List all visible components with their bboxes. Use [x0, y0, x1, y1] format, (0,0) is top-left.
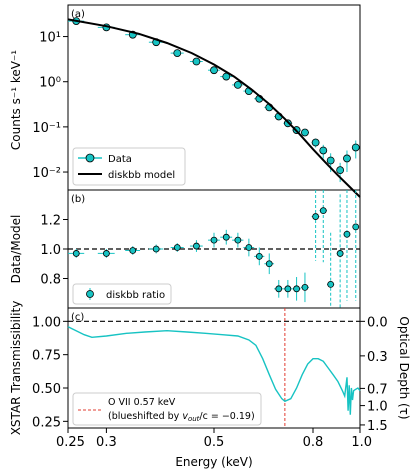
x-tick-label: 0.3 — [96, 435, 117, 450]
panel-c-legend: O VII 0.57 keV (blueshifted by vout/c = … — [72, 392, 262, 426]
panel-b-ylabel: Data/Model — [9, 215, 23, 284]
data-point — [301, 128, 309, 137]
ratio-point — [275, 285, 283, 293]
ratio-point — [352, 223, 360, 231]
panel-c-ytick-label: 1.00 — [32, 315, 61, 330]
ratio-point — [255, 252, 263, 260]
x-tick-label: 0.8 — [303, 435, 324, 450]
ratio-point — [234, 236, 242, 244]
data-point — [336, 166, 345, 175]
x-tick-label: 1.0 — [351, 435, 372, 450]
x-axis-label: Energy (keV) — [175, 455, 252, 469]
ratio-point — [222, 233, 230, 241]
data-point — [173, 49, 182, 58]
data-point — [233, 81, 242, 89]
panel-c-legend-box — [72, 392, 262, 426]
data-point — [222, 72, 231, 81]
panel-b-legend: diskbb ratio — [72, 283, 172, 305]
ratio-point — [210, 236, 218, 244]
ratio-point — [129, 247, 137, 254]
legend-ratio-label: diskbb ratio — [106, 290, 165, 301]
panel-a-y-ticks: 10¹ 10⁰ 10⁻¹ 10⁻² — [32, 31, 68, 181]
panel-a-ytick-label: 10⁰ — [39, 76, 61, 91]
data-point — [192, 57, 201, 66]
panel-c-right-tick-label: 0.3 — [367, 350, 388, 365]
panel-b-ytick-label: 1.0 — [40, 243, 61, 258]
ratio-point — [72, 250, 80, 257]
data-point — [343, 154, 351, 163]
x-tick-label: 0.5 — [204, 435, 225, 450]
ratio-point — [301, 283, 309, 291]
panel-a-legend: Data diskbb model — [72, 147, 186, 186]
data-point — [319, 146, 328, 155]
ratio-point — [319, 207, 327, 215]
panel-b-y-ticks: 0.8 1.0 1.2 — [40, 214, 68, 288]
data-point — [210, 66, 218, 75]
panel-c-ytick-label: 0.75 — [32, 349, 61, 364]
ratio-point — [173, 244, 181, 251]
legend-data-label: Data — [108, 154, 132, 165]
panel-a-ytick-label: 10⁻¹ — [32, 121, 61, 136]
panel-b-ytick-label: 1.2 — [40, 214, 61, 229]
panel-a-ytick-label: 10⁻² — [32, 166, 61, 181]
panel-c-right-tick-label: 0.7 — [367, 382, 388, 397]
panel-c-right-tick-label: 0.0 — [367, 315, 388, 330]
legend-data-marker — [85, 153, 95, 163]
panel-b-legend-box — [72, 283, 172, 305]
x-axis-ticks: 0.25 0.3 0.5 0.8 1.0 — [56, 428, 372, 450]
ratio-point — [327, 280, 335, 288]
panel-c-y-ticks: 1.00 0.75 0.50 0.25 — [32, 315, 68, 430]
ratio-point — [312, 213, 320, 220]
panel-c-right-ticks: 0.0 0.3 0.7 1.0 1.5 — [360, 315, 388, 434]
panel-b-data-points — [68, 190, 360, 308]
legend-ovii-sublabel: (blueshifted by vout/c = −0.19) — [108, 411, 255, 423]
ratio-point — [284, 285, 292, 293]
ratio-point — [343, 230, 351, 238]
transmissibility-line — [67, 326, 361, 415]
panel-c-label: (c) — [71, 312, 84, 323]
ratio-point — [265, 260, 273, 268]
panel-a: (a) Counts s⁻¹ keV⁻¹ 10¹ 10⁰ 10⁻¹ 10⁻² Data… — [9, 4, 361, 198]
panel-c-ylabel-left: XSTAR Transmissibility — [9, 301, 23, 436]
data-point — [326, 156, 335, 165]
ratio-point — [336, 250, 344, 257]
panel-b-ytick-label: 0.8 — [40, 273, 61, 288]
ratio-point — [152, 245, 160, 253]
ratio-point — [193, 242, 200, 250]
panel-c-ytick-label: 0.50 — [32, 382, 61, 397]
panel-b-label: (b) — [71, 194, 85, 205]
legend-model-label: diskbb model — [108, 170, 175, 181]
panel-c-ytick-label: 0.25 — [32, 415, 61, 430]
panel-a-ylabel: Counts s⁻¹ keV⁻¹ — [9, 50, 23, 150]
ratio-point — [245, 244, 253, 251]
panel-c-right-tick-label: 1.5 — [367, 419, 388, 434]
ratio-point — [103, 250, 110, 257]
panel-c-right-tick-label: 1.0 — [367, 400, 388, 415]
diskbb-model-line — [67, 18, 361, 198]
panel-b: (b) Data/Model 0.8 1.0 1.2 diskbb ratio — [9, 189, 361, 309]
legend-ratio-marker — [86, 290, 94, 298]
data-point — [351, 143, 360, 152]
x-tick-label: 0.25 — [56, 435, 85, 450]
panel-a-label: (a) — [71, 9, 85, 20]
panel-c: (c) XSTAR Transmissibility Optical Depth… — [9, 301, 411, 469]
panel-a-ytick-label: 10¹ — [39, 31, 61, 46]
legend-ovii-label: O VII 0.57 keV — [108, 397, 176, 408]
data-point — [311, 138, 320, 147]
ratio-point — [293, 285, 300, 293]
panel-c-ylabel-right: Optical Depth (τ) — [397, 316, 411, 419]
